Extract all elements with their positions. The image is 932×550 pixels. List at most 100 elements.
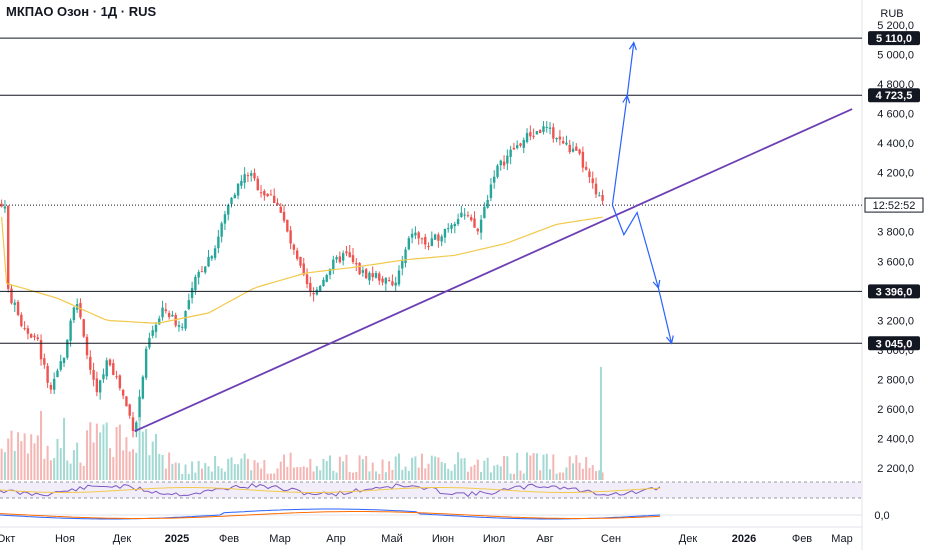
volume-bar (361, 459, 364, 480)
candle-body (49, 385, 53, 390)
volume-bar (10, 430, 13, 480)
volume-bar (43, 458, 46, 480)
candle-body (16, 301, 20, 315)
candle-body (217, 236, 220, 249)
candle-body (36, 337, 39, 340)
candle-body (496, 165, 499, 177)
volume-bar (558, 472, 561, 480)
volume-bar (489, 472, 492, 480)
candle-body (348, 252, 351, 258)
candle-body (548, 127, 552, 129)
candle-body (355, 263, 358, 265)
volume-bar (269, 473, 272, 480)
candle-body (286, 219, 289, 232)
y-tick-label: 5 200,0 (877, 20, 914, 32)
volume-bar (158, 453, 161, 480)
candle-body (542, 126, 545, 132)
candle-body (364, 269, 368, 279)
rsi-signal-line (0, 487, 661, 493)
candle-body (437, 234, 440, 241)
candle-body (575, 146, 578, 151)
volume-bar (430, 455, 433, 480)
candle-body (325, 274, 328, 282)
volume-bar (315, 466, 318, 480)
volume-bar (549, 469, 552, 480)
volume-bar (197, 460, 200, 480)
candle-body (187, 300, 191, 309)
candle-body (410, 233, 414, 238)
candle-body (555, 138, 558, 140)
candle-body (10, 288, 13, 304)
volume-bar (66, 460, 69, 480)
volume-bar (493, 465, 496, 480)
volume-bar (352, 472, 355, 480)
candle-body (13, 302, 16, 305)
candle-body (82, 319, 85, 337)
volume-bar (535, 453, 538, 480)
volume-bar (401, 469, 404, 480)
volume-bar (227, 458, 230, 480)
candle-body (79, 303, 82, 318)
volume-bar (532, 453, 535, 480)
volume-bar (194, 472, 197, 480)
volume-bar (414, 456, 417, 480)
candle-body (158, 318, 161, 325)
candle-body (59, 361, 62, 370)
candle-body (460, 212, 463, 217)
candle-body (309, 282, 312, 291)
level-label: 3 045,0 (876, 338, 913, 350)
candle-body (253, 172, 256, 179)
volume-bar (86, 430, 89, 480)
volume-bar (292, 467, 295, 480)
volume-bar (191, 461, 194, 480)
volume-bar (3, 452, 6, 480)
volume-bar (63, 417, 66, 480)
current-price-box (864, 197, 924, 213)
x-tick-label: Ноя (55, 533, 75, 545)
candle-body (335, 257, 338, 260)
y-tick-label: 3 200,0 (877, 315, 914, 327)
candle-body (23, 327, 26, 329)
candle-body (184, 311, 187, 329)
volume-bar (122, 450, 125, 480)
x-tick-label: Мар (831, 533, 853, 545)
volume-bar (260, 468, 263, 480)
candle-body (128, 404, 131, 416)
volume-bar (204, 463, 207, 480)
volume-bar (601, 472, 604, 480)
volume-bar (578, 462, 581, 480)
volume-bar (171, 463, 174, 480)
candle-body (493, 176, 496, 183)
volume-bar (545, 453, 548, 480)
level-label: 4 723,5 (876, 90, 913, 102)
volume-bar (296, 467, 299, 480)
volume-bar (568, 456, 571, 480)
volume-bar (312, 471, 315, 480)
candle-body (272, 195, 276, 204)
volume-bar (214, 456, 217, 480)
candle-body (236, 183, 240, 196)
candle-body (299, 256, 302, 266)
candle-body (243, 174, 246, 183)
candle-body (72, 307, 76, 321)
candle-body (479, 219, 483, 233)
macd-line (0, 508, 661, 520)
candle-body (374, 273, 378, 278)
volume-bar (598, 470, 601, 480)
candle-body (220, 223, 223, 237)
volume-bar (181, 473, 184, 480)
volume-bar (440, 462, 443, 480)
candle-body (456, 219, 460, 224)
candle-body (345, 251, 348, 254)
candle-body (601, 194, 604, 201)
volume-bar (49, 460, 52, 480)
candle-body (401, 260, 404, 269)
candle-body (318, 286, 322, 291)
currency-button[interactable]: RUB (880, 8, 904, 20)
volume-bar (306, 467, 309, 480)
candle-body (233, 194, 236, 199)
candle-body (483, 206, 486, 219)
candle-body (227, 205, 230, 215)
